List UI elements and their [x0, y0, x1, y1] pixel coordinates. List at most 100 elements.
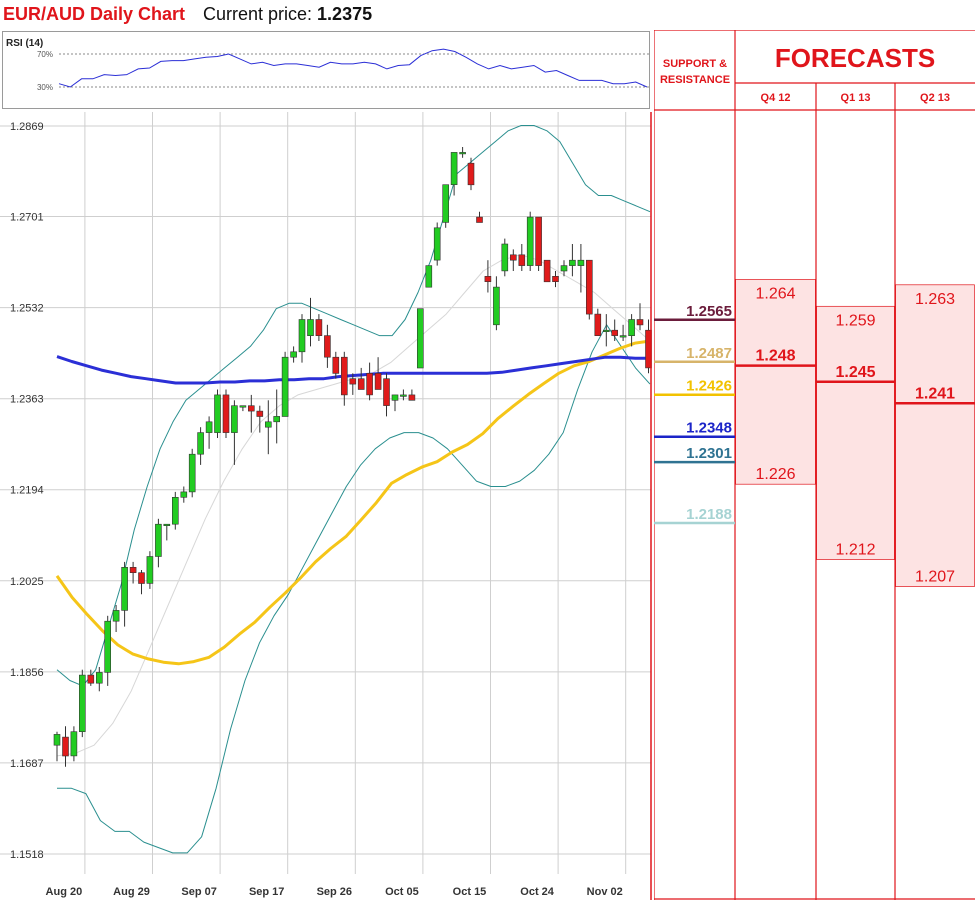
sr-header-line1: SUPPORT &	[663, 58, 727, 70]
bearish-candle	[535, 216, 542, 266]
bullish-candle	[569, 259, 576, 266]
x-tick-label: Sep 17	[249, 886, 284, 898]
rsi-label: RSI (14)	[6, 38, 43, 49]
forecast-mid-value: 1.248	[755, 348, 795, 365]
bearish-candle	[129, 566, 137, 573]
bullish-candle	[391, 394, 399, 401]
bearish-candle	[248, 405, 255, 412]
indicator-lines	[55, 125, 651, 854]
bullish-candle	[501, 243, 509, 272]
bearish-candle	[366, 372, 373, 396]
rsi-panel: RSI (14) 70% 30%	[2, 31, 650, 109]
bearish-candle	[87, 674, 95, 684]
y-tick-label: 1.1856	[10, 667, 44, 679]
bearish-candle	[374, 372, 382, 390]
bullish-candle	[79, 674, 86, 732]
bearish-candle	[222, 394, 230, 433]
bullish-candle	[112, 610, 120, 622]
bearish-candle	[543, 259, 551, 283]
forecast-low-value: 1.207	[915, 569, 955, 586]
forecast-low-value: 1.226	[755, 466, 795, 483]
bullish-candle	[96, 672, 103, 684]
y-tick-label: 1.1687	[10, 758, 44, 770]
bullish-candle	[146, 556, 154, 584]
x-tick-label: Nov 02	[587, 886, 623, 898]
bearish-candle	[476, 216, 483, 223]
bullish-candle	[205, 421, 213, 433]
bearish-candle	[594, 313, 602, 337]
y-tick-label: 1.2701	[10, 212, 44, 224]
forecast-mid-value: 1.245	[835, 364, 875, 381]
forecast-high-value: 1.263	[915, 291, 955, 308]
x-tick-label: Sep 07	[181, 886, 216, 898]
bullish-candle	[290, 351, 297, 358]
bearish-candle	[408, 394, 416, 401]
bullish-candle	[619, 335, 627, 338]
forecast-content: SUPPORT & RESISTANCE FORECASTS Q4 12 1.264 1.…	[654, 30, 975, 900]
bullish-candle	[433, 227, 441, 261]
bullish-candle	[628, 319, 635, 337]
x-tick-label: Oct 15	[453, 886, 487, 898]
x-tick-label: Aug 29	[113, 886, 150, 898]
bullish-candle	[400, 394, 407, 397]
x-tick-label: Aug 20	[46, 886, 83, 898]
forecast-low-value: 1.212	[835, 542, 875, 559]
bearish-candle	[611, 329, 619, 336]
bullish-candle	[180, 491, 188, 498]
forecast-panel: SUPPORT & RESISTANCE FORECASTS Q4 12 1.264 1.…	[654, 30, 975, 900]
bullish-candle	[214, 394, 221, 433]
bearish-candle	[332, 356, 340, 374]
rsi-30-label: 30%	[37, 83, 53, 92]
bullish-candle	[560, 265, 568, 272]
y-tick-label: 1.2532	[10, 303, 44, 315]
bearish-candle	[383, 378, 390, 406]
forecast-mid-value: 1.241	[915, 385, 955, 402]
bullish-candle	[425, 265, 433, 288]
bearish-candle	[585, 259, 593, 315]
bullish-candle	[70, 731, 78, 757]
bearish-candle	[357, 378, 365, 390]
bullish-candle	[602, 329, 610, 332]
bearish-candle	[340, 356, 348, 396]
bearish-candle	[636, 319, 644, 326]
x-tick-label: Oct 24	[520, 886, 555, 898]
sr-level-label: 1.2565	[686, 303, 732, 320]
bullish-candle	[231, 405, 238, 433]
x-tick-label: Sep 26	[317, 886, 352, 898]
rsi-70-label: 70%	[37, 50, 53, 59]
bullish-candle	[298, 319, 306, 353]
bullish-candle	[273, 416, 281, 423]
y-tick-label: 1.2869	[10, 121, 44, 133]
forecast-range-box	[895, 284, 975, 587]
bullish-candle	[104, 620, 111, 673]
bullish-candle	[307, 319, 314, 337]
bullish-candle	[264, 421, 272, 428]
current-price-label: Current price: 1.2375	[203, 4, 372, 25]
current-price-caption: Current price:	[203, 4, 318, 24]
bearish-candle	[467, 162, 475, 186]
bearish-candle	[138, 572, 145, 584]
rsi-line	[58, 48, 648, 88]
sr-level-label: 1.2301	[686, 445, 732, 462]
bullish-candle	[281, 356, 289, 417]
bullish-candle	[526, 216, 534, 266]
bearish-candle	[324, 335, 331, 358]
bollinger-upper-line	[56, 125, 651, 687]
bullish-candle	[493, 286, 500, 326]
bearish-candle	[62, 736, 69, 757]
forecast-high-value: 1.259	[835, 312, 875, 329]
forecasts-title: FORECASTS	[775, 43, 935, 73]
bollinger-lower-line	[57, 324, 651, 854]
forecast-high-value: 1.264	[755, 285, 795, 302]
chart-title: EUR/AUD Daily Chart	[3, 4, 186, 24]
y-tick-label: 1.2363	[10, 394, 44, 406]
bullish-candle	[239, 405, 247, 408]
bearish-candle	[552, 276, 559, 283]
sr-level-label: 1.2426	[686, 378, 732, 395]
forecast-column-header: Q2 13	[920, 92, 950, 104]
sr-header-line2: RESISTANCE	[660, 74, 730, 86]
rsi-chart: RSI (14) 70% 30%	[6, 38, 649, 92]
forecast-range-box	[735, 279, 816, 485]
y-tick-label: 1.1518	[10, 849, 44, 861]
bullish-candle	[197, 432, 204, 455]
